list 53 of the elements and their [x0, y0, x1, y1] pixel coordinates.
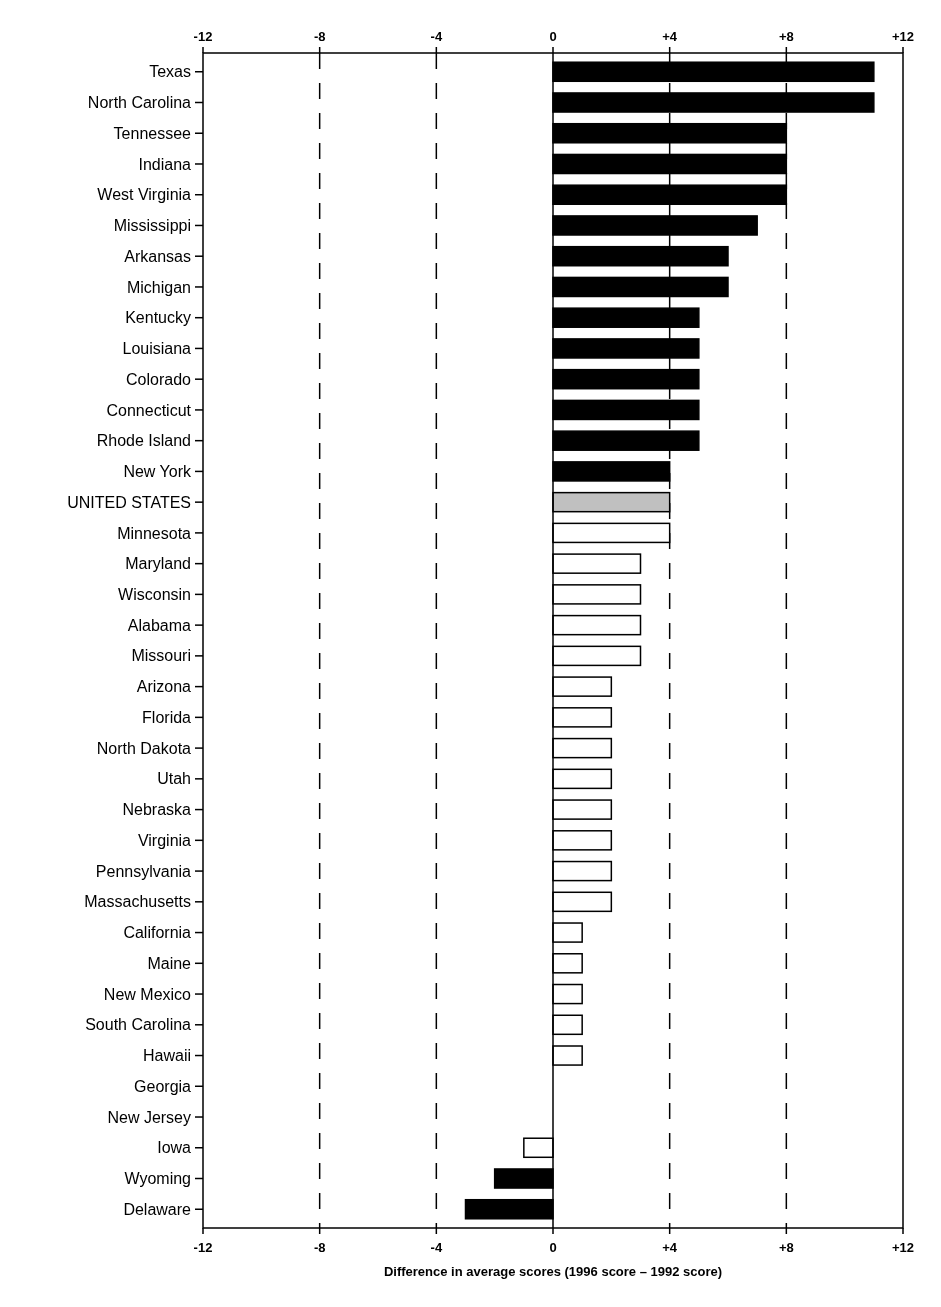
- x-axis-title: Difference in average scores (1996 score – 1992 score): [383, 1264, 723, 1279]
- x-tick-label: -12: [193, 29, 213, 44]
- y-tick-label: Pennsylvania: [95, 862, 192, 880]
- y-tick-label: Michigan: [126, 278, 191, 296]
- y-tick-label: California: [123, 924, 192, 942]
- x-tick-label: 0: [549, 29, 557, 44]
- y-tick-label: Mississippi: [113, 217, 191, 235]
- y-tick-label: North Dakota: [96, 739, 192, 757]
- x-tick-label: +12: [891, 29, 915, 44]
- y-tick-label: Connecticut: [106, 401, 192, 419]
- y-tick-label: Arizona: [136, 678, 192, 696]
- y-tick-label: Wyoming: [124, 1170, 191, 1188]
- y-tick-label: Utah: [157, 770, 191, 788]
- x-tick-label: -8: [313, 29, 326, 44]
- y-tick-label: New Jersey: [107, 1108, 191, 1126]
- y-tick-label: Georgia: [134, 1077, 192, 1095]
- y-tick-label: Wisconsin: [118, 585, 191, 603]
- y-tick-label: Florida: [142, 708, 192, 726]
- y-tick-label: Indiana: [138, 155, 192, 173]
- y-tick-label: Tennessee: [113, 124, 192, 142]
- y-tick-label: North Carolina: [87, 94, 192, 112]
- x2-tick-label: -8: [313, 1240, 326, 1255]
- y-tick-label: Delaware: [123, 1200, 192, 1218]
- y-tick-label: West Virginia: [97, 186, 192, 204]
- y-tick-label: New York: [123, 463, 192, 481]
- y-tick-label: Iowa: [157, 1139, 192, 1157]
- x-tick-label: -4: [430, 29, 443, 44]
- x2-tick-label: +8: [778, 1240, 794, 1255]
- y-tick-label: Virginia: [137, 831, 192, 849]
- x2-tick-label: -4: [430, 1240, 443, 1255]
- y-tick-label: Massachusetts: [84, 893, 191, 911]
- x2-tick-label: -12: [193, 1240, 213, 1255]
- y-tick-label: Texas: [149, 63, 191, 81]
- x-tick-label: +4: [662, 29, 678, 44]
- y-tick-label: UNITED STATES: [67, 493, 191, 511]
- x2-tick-label: +4: [662, 1240, 678, 1255]
- y-tick-label: South Carolina: [85, 1016, 192, 1034]
- y-tick-label: Colorado: [126, 370, 192, 388]
- y-tick-label: New Mexico: [103, 985, 192, 1003]
- y-tick-label: Missouri: [131, 647, 191, 665]
- y-tick-label: Maine: [147, 954, 192, 972]
- y-tick-label: Rhode Island: [96, 432, 191, 450]
- x2-tick-label: +12: [891, 1240, 915, 1255]
- y-tick-label: Arkansas: [124, 247, 191, 265]
- y-tick-label: Louisiana: [122, 340, 192, 358]
- y-tick-label: Hawaii: [142, 1047, 191, 1065]
- y-tick-label: Nebraska: [122, 801, 192, 819]
- y-tick-label: Alabama: [127, 616, 192, 634]
- x2-tick-label: 0: [549, 1240, 557, 1255]
- x-tick-label: +8: [778, 29, 794, 44]
- y-tick-label: Minnesota: [117, 524, 192, 542]
- y-tick-label: Maryland: [125, 555, 191, 573]
- y-tick-label: Kentucky: [125, 309, 191, 327]
